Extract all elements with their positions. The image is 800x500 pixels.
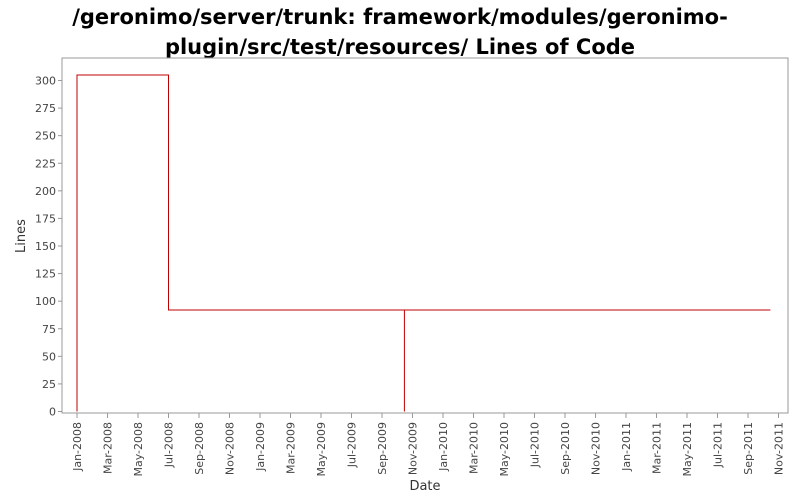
y-tick-label: 0 <box>49 406 56 419</box>
y-axis: 0 25 50 75 100 125 150 175 200 225 250 275 300 <box>35 75 62 419</box>
x-tick-label: Sep-2008 <box>193 422 206 475</box>
x-tick-label: Mar-2008 <box>102 422 115 474</box>
y-tick-label: 25 <box>42 378 56 391</box>
chart-title-line-2: plugin/src/test/resources/ Lines of Code <box>164 35 636 59</box>
y-tick-label: 250 <box>35 130 56 143</box>
x-tick-label: Sep-2009 <box>376 422 389 475</box>
chart-title-line-1: /geronimo/server/trunk: framework/module… <box>72 5 728 29</box>
x-tick-label: Nov-2011 <box>773 422 786 475</box>
x-tick-label: Sep-2010 <box>559 422 572 475</box>
x-tick-label: Jul-2008 <box>163 422 176 468</box>
y-tick-label: 175 <box>35 212 56 225</box>
x-tick-label: Jul-2011 <box>712 422 725 468</box>
x-tick-label: Jan-2011 <box>620 422 633 472</box>
x-tick-label: May-2010 <box>498 422 511 477</box>
x-tick-label: May-2009 <box>315 422 328 477</box>
x-tick-label: Nov-2008 <box>224 422 237 475</box>
y-tick-label: 275 <box>35 102 56 115</box>
x-tick-label: May-2008 <box>132 422 145 477</box>
x-tick-label: Jul-2009 <box>346 422 359 468</box>
x-tick-label: Mar-2010 <box>468 422 481 474</box>
x-tick-label: Jan-2008 <box>71 422 84 472</box>
y-tick-label: 100 <box>35 295 56 308</box>
chart-title: /geronimo/server/trunk: framework/module… <box>0 2 800 62</box>
y-tick-label: 150 <box>35 240 56 253</box>
y-axis-label: Lines <box>14 219 29 253</box>
x-axis: Jan-2008 Mar-2008 May-2008 Jul-2008 Sep-2008… <box>71 413 786 477</box>
x-tick-label: Nov-2010 <box>590 422 603 475</box>
x-tick-label: Jan-2009 <box>254 422 267 472</box>
y-tick-label: 125 <box>35 268 56 281</box>
x-tick-label: Sep-2011 <box>742 422 755 475</box>
y-tick-label: 225 <box>35 157 56 170</box>
x-tick-label: Jul-2010 <box>529 422 542 468</box>
y-tick-label: 50 <box>42 350 56 363</box>
x-tick-label: May-2011 <box>681 422 694 477</box>
x-tick-label: Jan-2010 <box>437 422 450 472</box>
y-tick-label: 300 <box>35 75 56 88</box>
x-axis-label: Date <box>409 479 440 494</box>
x-tick-label: Mar-2009 <box>285 422 298 474</box>
x-tick-label: Mar-2011 <box>651 422 664 474</box>
lines-of-code-series <box>76 74 771 412</box>
x-tick-label: Nov-2009 <box>407 422 420 475</box>
y-tick-label: 200 <box>35 185 56 198</box>
series-group <box>76 74 771 412</box>
plot-area <box>61 57 789 414</box>
y-tick-label: 75 <box>42 323 56 336</box>
